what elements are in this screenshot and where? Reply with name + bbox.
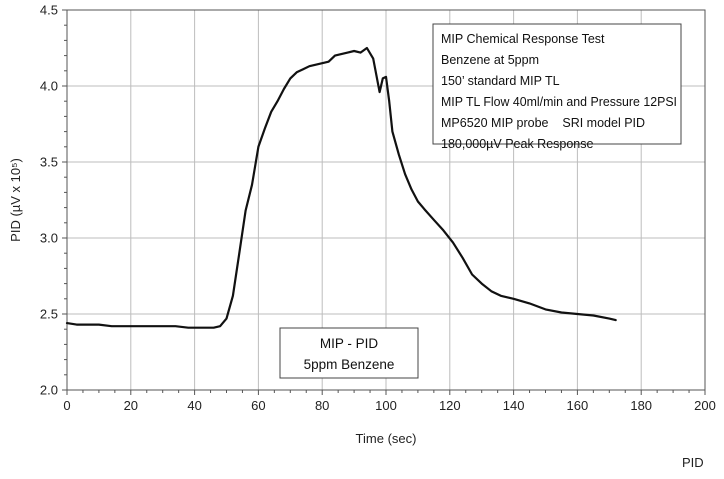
x-tick-label: 100 <box>375 398 397 413</box>
x-tick-label: 0 <box>63 398 70 413</box>
y-tick-label: 2.0 <box>40 383 58 398</box>
y-tick-label: 3.5 <box>40 155 58 170</box>
legend-box: MIP - PID 5ppm Benzene <box>279 327 419 379</box>
series-layer <box>65 46 617 329</box>
x-tick-label: 20 <box>124 398 138 413</box>
x-tick-label: 40 <box>187 398 201 413</box>
footer-label: PID <box>682 455 704 470</box>
y-tick-label: 4.0 <box>40 79 58 94</box>
info-line: MIP Chemical Response Test <box>441 32 605 46</box>
info-line: Benzene at 5ppm <box>441 53 539 67</box>
y-tick-label: 4.5 <box>40 3 58 18</box>
y-tick-label: 3.0 <box>40 231 58 246</box>
info-box: MIP Chemical Response Test Benzene at 5p… <box>432 23 682 151</box>
legend-subtitle: 5ppm Benzene <box>304 357 395 372</box>
x-axis-title: Time (sec) <box>356 431 417 446</box>
x-tick-label: 120 <box>439 398 461 413</box>
info-line: MIP TL Flow 40ml/min and Pressure 12PSI <box>441 95 677 109</box>
legend-title: MIP - PID <box>320 336 379 351</box>
info-line: 180,000µV Peak Response <box>441 137 593 151</box>
x-tick-label: 60 <box>251 398 265 413</box>
x-tick-label: 200 <box>694 398 716 413</box>
info-line: MP6520 MIP probe SRI model PID <box>441 116 645 130</box>
x-tick-label: 160 <box>567 398 589 413</box>
y-axis-title: PID (µV x 10⁵) <box>8 158 23 242</box>
x-tick-label: 140 <box>503 398 525 413</box>
info-line: 150’ standard MIP TL <box>441 74 560 88</box>
y-tick-label: 2.5 <box>40 307 58 322</box>
x-tick-label: 80 <box>315 398 329 413</box>
axes: 0 20 40 60 80 100 120 140 160 180 200 2.0 2.5 3.0 3.5 4… <box>40 3 716 414</box>
x-tick-label: 180 <box>630 398 652 413</box>
series-line <box>65 46 617 329</box>
